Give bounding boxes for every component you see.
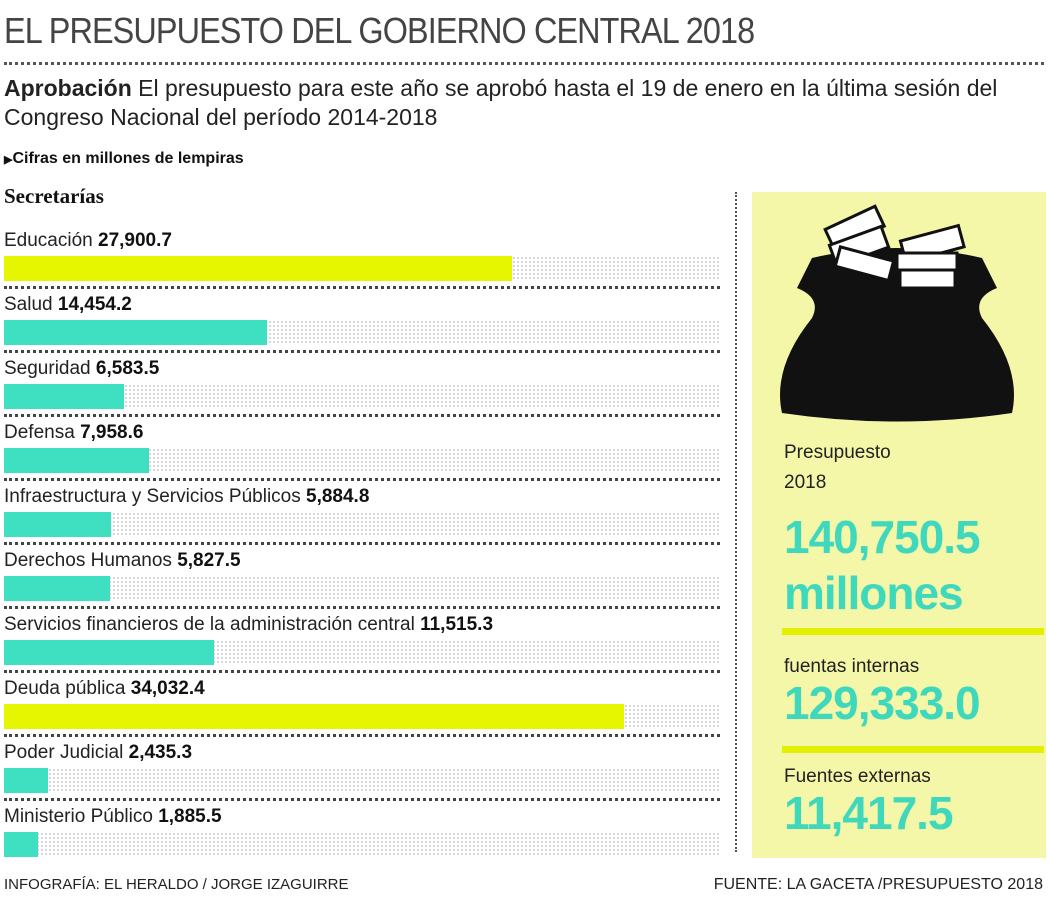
bar-track: [4, 448, 720, 473]
bar-label: Defensa 7,958.6: [4, 422, 143, 444]
value-label: 11,515.3: [420, 614, 494, 635]
bar-track: [4, 640, 720, 665]
bar-label: Deuda pública 34,032.4: [4, 678, 205, 700]
triangle-icon: ▶: [4, 154, 13, 166]
bar-track: [4, 832, 720, 857]
row-divider: [4, 414, 720, 417]
value-label: 2,435.3: [128, 742, 193, 763]
total-panel: Presupuesto 2018 140,750.5 millones fuen…: [752, 192, 1046, 858]
bar: [4, 576, 111, 601]
internal-label: fuentas internas: [784, 656, 920, 677]
bar-row: Poder Judicial 2,435.3: [0, 738, 730, 802]
bar-row: Defensa 7,958.6: [0, 418, 730, 482]
bar-label: Poder Judicial 2,435.3: [4, 742, 192, 764]
value-label: 1,885.5: [158, 806, 222, 827]
value-label: 27,900.7: [98, 230, 172, 251]
page-title: EL PRESUPUESTO DEL GOBIERNO CENTRAL 2018: [4, 10, 755, 51]
total-value: 140,750.5: [784, 511, 981, 563]
category-label: Seguridad: [4, 358, 91, 379]
row-divider: [4, 478, 720, 481]
bar-row: Ministerio Público 1,885.5: [0, 802, 730, 866]
bar-row: Derechos Humanos 5,827.5: [0, 546, 730, 610]
value-label: 7,958.6: [80, 422, 144, 443]
category-label: Educación: [4, 230, 93, 251]
category-label: Infraestructura y Servicios Públicos: [4, 486, 301, 507]
value-label: 5,884.8: [306, 486, 370, 507]
value-label: 5,827.5: [177, 550, 241, 571]
bar-track: [4, 768, 720, 793]
bar-track: [4, 512, 720, 537]
lead-body: El presupuesto para este año se aprobó h…: [4, 75, 998, 130]
bar-label: Seguridad 6,583.5: [4, 358, 159, 380]
bar-row: Deuda pública 34,032.4: [0, 674, 730, 738]
external-label: Fuentes externas: [784, 766, 931, 787]
lead-text: Aprobación El presupuesto para este año …: [4, 74, 1034, 132]
category-label: Servicios financieros de la administraci…: [4, 614, 415, 635]
category-label: Defensa: [4, 422, 75, 443]
bar: [4, 768, 49, 793]
title-divider: [4, 62, 1044, 65]
total-unit: millones: [784, 567, 964, 619]
row-divider: [4, 734, 720, 737]
bar: [4, 640, 214, 665]
bar: [4, 512, 112, 537]
value-label: 6,583.5: [95, 358, 160, 379]
bar-row: Seguridad 6,583.5: [0, 354, 730, 418]
bar-track: [4, 384, 720, 409]
row-divider: [4, 286, 720, 289]
bar-track: [4, 320, 720, 345]
source: FUENTE: LA GACETA /PRESUPUESTO 2018: [713, 876, 1043, 893]
value-label: 14,454.2: [57, 294, 132, 315]
bar-row: Infraestructura y Servicios Públicos 5,8…: [0, 482, 730, 546]
bar-row: Servicios financieros de la administraci…: [0, 610, 730, 674]
row-divider: [4, 350, 720, 353]
bar-label: Educación 27,900.7: [4, 230, 172, 252]
bar-label: Salud 14,454.2: [4, 294, 132, 316]
lead-bold: Aprobación: [4, 75, 132, 101]
bar-row: Salud 14,454.2: [0, 290, 730, 354]
bar-row: Educación 27,900.7: [0, 226, 730, 290]
bar: [4, 384, 124, 409]
section-title: Secretarías: [4, 184, 104, 208]
panel-label: Presupuesto: [784, 442, 891, 463]
panel-divider: [782, 746, 1044, 753]
bar: [4, 704, 625, 729]
bar: [4, 256, 513, 281]
credit: INFOGRAFÍA: EL HERALDO / JORGE IZAGUIRRE: [4, 876, 349, 893]
unit-note: ▶Cifras en millones de lempiras: [4, 150, 244, 168]
panel-divider: [782, 628, 1044, 635]
bar-track: [4, 256, 720, 281]
vertical-divider: [735, 192, 737, 852]
bar-track: [4, 704, 720, 729]
bar-label: Servicios financieros de la administraci…: [4, 614, 493, 636]
row-divider: [4, 606, 720, 609]
category-label: Derechos Humanos: [4, 550, 172, 571]
row-divider: [4, 798, 720, 801]
bar: [4, 448, 150, 473]
category-label: Ministerio Público: [4, 806, 153, 827]
panel-year: 2018: [784, 472, 827, 493]
bar: [4, 320, 268, 345]
category-label: Deuda pública: [4, 678, 126, 699]
bar-label: Ministerio Público 1,885.5: [4, 806, 222, 828]
external-value: 11,417.5: [784, 787, 954, 839]
money-bag-icon: [780, 204, 1014, 422]
bar-chart: Educación 27,900.7 Salud 14,454.2 Segurida…: [0, 226, 730, 866]
bar-track: [4, 576, 720, 601]
row-divider: [4, 670, 720, 673]
category-label: Poder Judicial: [4, 742, 124, 763]
internal-value: 129,333.0: [784, 677, 981, 729]
bar: [4, 832, 39, 857]
category-label: Salud: [4, 294, 53, 315]
bar-label: Derechos Humanos 5,827.5: [4, 550, 241, 572]
unit-note-text: Cifras en millones de lempiras: [12, 150, 244, 167]
bar-label: Infraestructura y Servicios Públicos 5,8…: [4, 486, 369, 508]
value-label: 34,032.4: [130, 678, 205, 699]
row-divider: [4, 542, 720, 545]
